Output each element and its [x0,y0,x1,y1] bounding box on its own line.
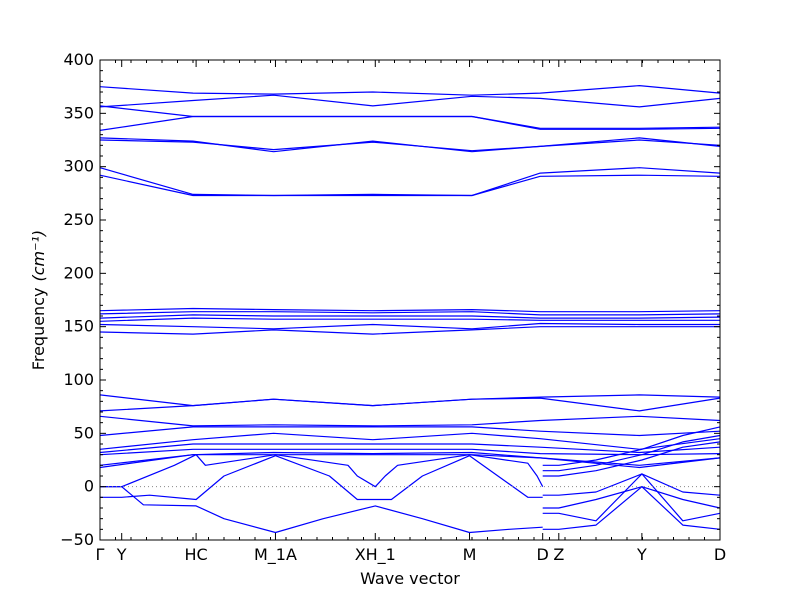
y-tick-label: 100 [63,370,94,389]
phonon-branch-29 [542,473,721,496]
phonon-branch-14 [99,326,720,335]
x-tick-label: D [714,545,726,564]
x-tick-label: Z [553,545,564,564]
phonon-branch-7 [99,167,721,197]
phonon-branch-10 [99,311,721,316]
y-tick-label: 50 [74,423,94,442]
phonon-branch-30 [542,473,721,522]
phonon-branch-33 [542,441,721,477]
x-tick-label: M [463,545,477,564]
phonon-branch-24 [100,486,543,534]
phonon-branch-11 [99,314,721,319]
y-axis-label-text: Frequency [29,288,48,371]
y-tick-label: 0 [84,477,94,496]
phonon-branch-23 [99,454,721,469]
plot-frame [99,59,721,541]
x-axis-label: Wave vector [360,569,460,588]
phonon-branch-25 [100,454,544,488]
phonon-branch-13 [99,322,720,330]
y-tick-label: 400 [63,50,94,69]
phonon-branch-8 [99,174,721,197]
phonon-branch-20 [99,443,721,454]
y-axis: −50 0 50 100 150 200 250 300 350 400 [60,50,720,549]
x-tick-label: Γ [96,545,105,564]
x-tick-label: Y [636,545,647,564]
x-tick-label: M_1A [254,545,297,565]
phonon-branch-4 [99,115,721,131]
y-tick-label: 150 [63,317,94,336]
phonon-branch-1 [99,85,721,96]
phonon-branch-32 [542,434,721,472]
phonon-branch-21 [99,448,721,456]
phonon-branch-17 [99,415,721,427]
phonon-branch-16 [99,397,721,412]
x-axis: Γ Y HC M_1A XH_1 M D Z Y D [96,60,726,565]
phonon-branch-2 [99,94,721,108]
y-tick-label: 300 [63,157,94,176]
phonon-branch-12 [99,317,720,322]
x-tick-label: D [537,545,549,564]
x-tick-label: Y [116,545,127,564]
x-tick-label: XH_1 [355,545,396,565]
phonon-branch-27 [542,486,721,509]
phonon-branch-19 [99,432,721,450]
phonon-branch-15 [99,394,721,407]
y-tick-label: 200 [63,263,94,282]
phonon-branch-3 [99,105,721,130]
phonon-branch-28 [542,486,721,530]
phonon-branch-9 [99,307,721,313]
y-tick-label: −50 [60,530,94,549]
phonon-branch-26 [100,455,543,501]
y-axis-label: Frequency (cm⁻¹) [29,230,48,370]
plot-lines [99,85,721,534]
y-axis-unit: (cm⁻¹) [29,230,48,282]
y-tick-label: 350 [63,103,94,122]
x-tick-label: HC [184,545,207,564]
phonon-branch-6 [99,139,721,152]
phonon-branch-31 [542,426,721,466]
phonon-branch-18 [99,426,721,437]
y-tick-label: 250 [63,210,94,229]
